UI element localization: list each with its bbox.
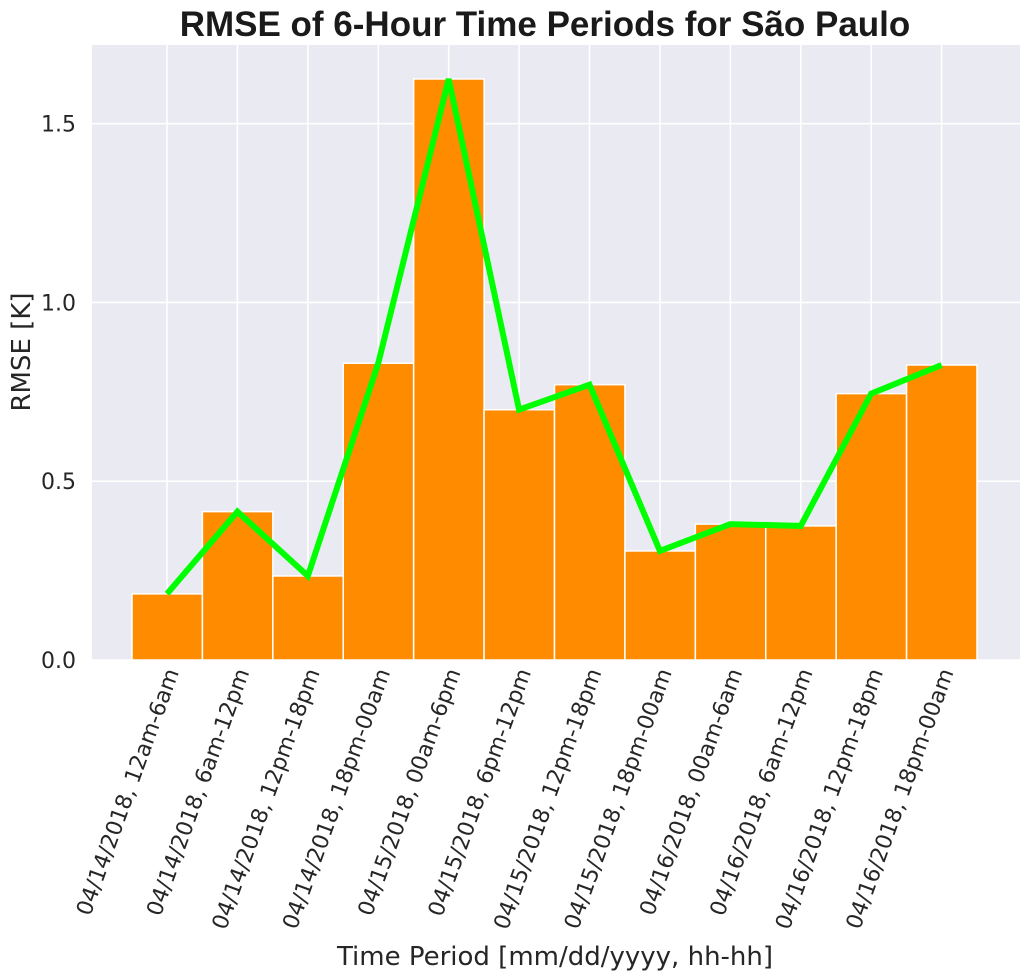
series-line [164, 78, 943, 596]
x-axis-label: Time Period [mm/dd/yyyy, hh-hh] [336, 942, 773, 972]
chart-title: RMSE of 6-Hour Time Periods for São Paul… [180, 5, 911, 44]
bar [342, 362, 415, 661]
y-tick-label: 0.5 [41, 470, 76, 495]
bar [483, 408, 556, 661]
bar [624, 550, 697, 661]
bar [131, 593, 204, 661]
bar [765, 525, 837, 661]
bar [272, 575, 345, 661]
line-series [164, 78, 943, 596]
y-axis-label: RMSE [K] [7, 292, 37, 411]
y-tick-label: 0.0 [41, 649, 76, 674]
bar [905, 364, 978, 661]
bar [553, 383, 626, 661]
bar [694, 523, 767, 661]
y-axis-ticks: 0.0 0.5 1.0 1.5 [41, 113, 76, 674]
y-tick-label: 1.5 [41, 113, 76, 138]
y-tick-label: 1.0 [41, 291, 76, 316]
